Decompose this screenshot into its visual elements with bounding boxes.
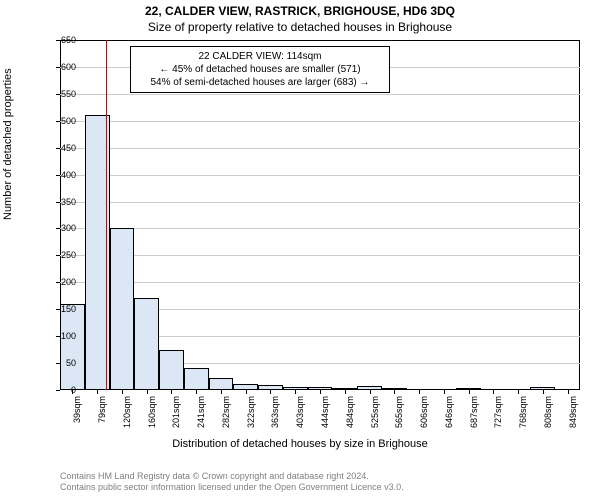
xtick-mark bbox=[147, 390, 148, 394]
xtick-label: 363sqm bbox=[270, 396, 280, 428]
gridline bbox=[60, 202, 580, 203]
gridline bbox=[60, 121, 580, 122]
page-subtitle: Size of property relative to detached ho… bbox=[0, 20, 600, 34]
gridline bbox=[60, 255, 580, 256]
xtick-mark bbox=[320, 390, 321, 394]
xtick-mark bbox=[270, 390, 271, 394]
xtick-label: 201sqm bbox=[171, 396, 181, 428]
ytick-label: 250 bbox=[46, 250, 76, 260]
histogram-bar bbox=[209, 378, 234, 390]
xtick-mark bbox=[370, 390, 371, 394]
xtick-mark bbox=[295, 390, 296, 394]
property-marker-line bbox=[106, 40, 107, 390]
y-axis-label: Number of detached properties bbox=[2, 68, 14, 220]
xtick-label: 727sqm bbox=[493, 396, 503, 428]
ytick-label: 150 bbox=[46, 304, 76, 314]
gridline bbox=[60, 148, 580, 149]
ytick-label: 400 bbox=[46, 170, 76, 180]
xtick-mark bbox=[97, 390, 98, 394]
ytick-label: 500 bbox=[46, 116, 76, 126]
xtick-mark bbox=[345, 390, 346, 394]
footer-line-1: Contains HM Land Registry data © Crown c… bbox=[60, 471, 404, 483]
info-box-line: 54% of semi-detached houses are larger (… bbox=[137, 76, 383, 89]
page-title: 22, CALDER VIEW, RASTRICK, BRIGHOUSE, HD… bbox=[0, 4, 600, 18]
xtick-mark bbox=[543, 390, 544, 394]
xtick-label: 322sqm bbox=[246, 396, 256, 428]
histogram-bar bbox=[60, 304, 85, 390]
xtick-mark bbox=[171, 390, 172, 394]
xtick-label: 403sqm bbox=[295, 396, 305, 428]
xtick-label: 160sqm bbox=[147, 396, 157, 428]
footer-attribution: Contains HM Land Registry data © Crown c… bbox=[60, 471, 404, 494]
xtick-label: 646sqm bbox=[444, 396, 454, 428]
xtick-mark bbox=[221, 390, 222, 394]
xtick-label: 525sqm bbox=[370, 396, 380, 428]
xtick-label: 687sqm bbox=[469, 396, 479, 428]
xtick-mark bbox=[493, 390, 494, 394]
x-axis-label: Distribution of detached houses by size … bbox=[0, 438, 600, 450]
property-info-box: 22 CALDER VIEW: 114sqm← 45% of detached … bbox=[130, 46, 390, 93]
xtick-mark bbox=[568, 390, 569, 394]
info-box-line: ← 45% of detached houses are smaller (57… bbox=[137, 63, 383, 76]
xtick-mark bbox=[246, 390, 247, 394]
ytick-label: 350 bbox=[46, 197, 76, 207]
ytick-label: 50 bbox=[46, 358, 76, 368]
xtick-label: 484sqm bbox=[345, 396, 355, 428]
xtick-label: 565sqm bbox=[394, 396, 404, 428]
histogram-bar bbox=[159, 350, 184, 390]
gridline bbox=[60, 175, 580, 176]
ytick-label: 650 bbox=[46, 35, 76, 45]
histogram-bar bbox=[134, 298, 159, 390]
ytick-label: 200 bbox=[46, 277, 76, 287]
xtick-label: 849sqm bbox=[568, 396, 578, 428]
xtick-mark bbox=[419, 390, 420, 394]
info-box-line: 22 CALDER VIEW: 114sqm bbox=[137, 50, 383, 63]
ytick-label: 600 bbox=[46, 62, 76, 72]
histogram-plot: 22 CALDER VIEW: 114sqm← 45% of detached … bbox=[60, 40, 580, 390]
xtick-mark bbox=[394, 390, 395, 394]
xtick-label: 39sqm bbox=[72, 396, 82, 423]
xtick-label: 241sqm bbox=[196, 396, 206, 428]
gridline bbox=[60, 282, 580, 283]
ytick-label: 550 bbox=[46, 89, 76, 99]
ytick-label: 100 bbox=[46, 331, 76, 341]
xtick-label: 444sqm bbox=[320, 396, 330, 428]
xtick-mark bbox=[122, 390, 123, 394]
xtick-label: 606sqm bbox=[419, 396, 429, 428]
histogram-bar bbox=[110, 228, 135, 390]
gridline bbox=[60, 94, 580, 95]
ytick-label: 300 bbox=[46, 223, 76, 233]
xtick-mark bbox=[518, 390, 519, 394]
xtick-mark bbox=[196, 390, 197, 394]
histogram-bar bbox=[184, 368, 209, 390]
xtick-mark bbox=[469, 390, 470, 394]
xtick-label: 282sqm bbox=[221, 396, 231, 428]
ytick-label: 0 bbox=[46, 385, 76, 395]
xtick-mark bbox=[444, 390, 445, 394]
ytick-label: 450 bbox=[46, 143, 76, 153]
footer-line-2: Contains public sector information licen… bbox=[60, 482, 404, 494]
gridline bbox=[60, 228, 580, 229]
xtick-label: 768sqm bbox=[518, 396, 528, 428]
xtick-label: 79sqm bbox=[97, 396, 107, 423]
xtick-label: 120sqm bbox=[122, 396, 132, 428]
xtick-label: 808sqm bbox=[543, 396, 553, 428]
